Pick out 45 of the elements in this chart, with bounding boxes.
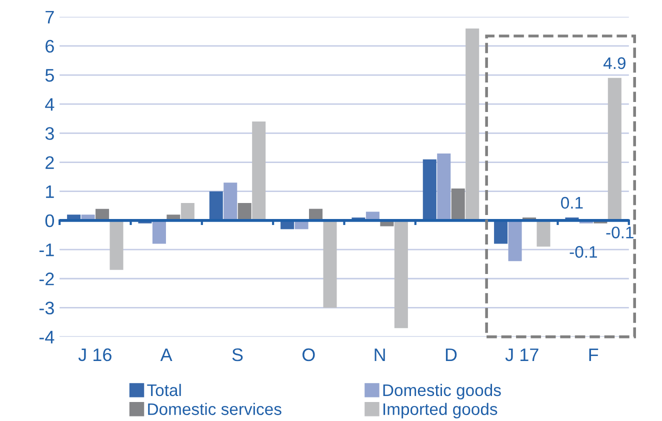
bar xyxy=(180,203,194,220)
legend-label: Imported goods xyxy=(384,402,498,418)
x-tick-label: N xyxy=(374,348,385,361)
bar xyxy=(110,220,124,270)
data-label: 0.1 xyxy=(561,196,583,209)
y-tick-label: -3 xyxy=(39,302,54,314)
x-tick-label: F xyxy=(589,348,598,361)
bar xyxy=(152,220,166,244)
legend-label: Total xyxy=(147,384,181,396)
y-tick-label: 0 xyxy=(45,214,54,228)
y-tick-label: 4 xyxy=(45,98,54,111)
x-tick-label: J 16 xyxy=(78,348,112,362)
data-label: -0.1 xyxy=(606,226,634,238)
legend-label: Domestic goods xyxy=(383,384,501,400)
bar xyxy=(608,78,622,220)
bar xyxy=(466,28,480,220)
bar xyxy=(224,182,238,220)
y-tick-label: -4 xyxy=(39,330,54,344)
x-tick-label: D xyxy=(446,348,457,361)
bar xyxy=(494,220,508,244)
y-tick-label: 1 xyxy=(46,185,54,198)
bar xyxy=(536,220,550,247)
y-tick-label: 3 xyxy=(45,127,54,140)
bar xyxy=(252,122,266,220)
y-tick-label: 6 xyxy=(46,40,54,53)
bar xyxy=(508,220,522,262)
x-tick-label: J 17 xyxy=(505,348,538,362)
x-tick-label: S xyxy=(232,348,243,362)
bar xyxy=(437,154,451,220)
y-tick-label: -1 xyxy=(39,244,54,256)
y-tick-label: -2 xyxy=(39,272,54,286)
bar xyxy=(238,203,252,220)
bar xyxy=(422,159,436,220)
data-label: -0.1 xyxy=(570,246,597,258)
bar xyxy=(209,191,223,220)
data-label: 4.9 xyxy=(603,57,626,70)
x-tick-label: A xyxy=(160,348,172,361)
bar xyxy=(451,188,465,220)
y-tick-label: 7 xyxy=(46,10,54,24)
y-tick-label: 2 xyxy=(46,156,54,169)
legend-label: Domestic services xyxy=(148,402,282,416)
bar xyxy=(394,220,408,328)
bar xyxy=(323,220,337,308)
y-tick-label: 5 xyxy=(45,69,54,82)
x-tick-label: O xyxy=(302,348,315,362)
